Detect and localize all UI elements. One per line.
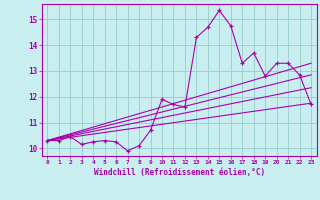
X-axis label: Windchill (Refroidissement éolien,°C): Windchill (Refroidissement éolien,°C)	[94, 168, 265, 177]
